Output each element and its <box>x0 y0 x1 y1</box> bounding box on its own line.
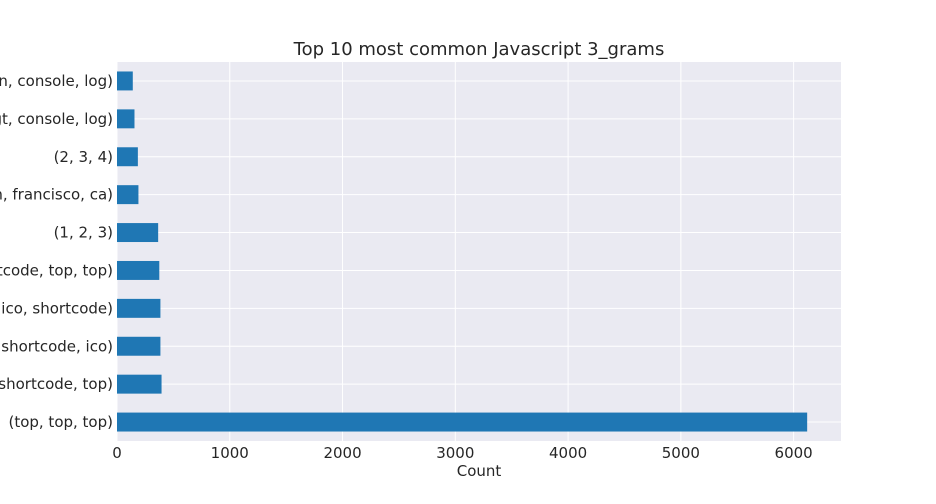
y-tick-label: (1, 2, 3) <box>54 224 113 242</box>
x-tick-label: 1000 <box>211 444 249 462</box>
bar <box>117 336 161 356</box>
y-tick-label: (2, 3, 4) <box>54 148 113 166</box>
y-tick-label: (shortcode, ico, shortcode) <box>0 299 113 317</box>
y-tick-label: (shortcode, top, top) <box>0 261 113 279</box>
bar <box>117 223 159 243</box>
bar <box>117 412 808 432</box>
x-tick-label: 2000 <box>323 444 361 462</box>
chart-title: Top 10 most common Javascript 3_grams <box>293 39 665 60</box>
y-tick-label: (gt, console, log) <box>0 110 113 128</box>
y-tick-labels: (top, top, top) (top, shortcode, top) (ico… <box>0 72 113 431</box>
y-tick-label: (function, console, log) <box>0 72 113 90</box>
plot-area <box>117 62 841 441</box>
bar <box>117 260 160 280</box>
x-axis-label: Count <box>457 462 502 480</box>
bars <box>117 71 808 432</box>
y-tick-label: (ico, shortcode, ico) <box>0 337 113 355</box>
x-tick-labels: 0 1000 2000 3000 4000 5000 6000 <box>112 444 813 462</box>
x-tick-label: 6000 <box>775 444 813 462</box>
bar <box>117 109 135 129</box>
bar <box>117 147 138 167</box>
x-tick-label: 0 <box>112 444 122 462</box>
x-tick-label: 4000 <box>549 444 587 462</box>
x-tick-label: 3000 <box>436 444 474 462</box>
bar <box>117 71 133 91</box>
bar <box>117 298 161 318</box>
x-tick-label: 5000 <box>662 444 700 462</box>
bar <box>117 185 139 205</box>
y-tick-label: (top, shortcode, top) <box>0 375 113 393</box>
bar <box>117 374 162 394</box>
y-tick-label: (top, top, top) <box>8 413 113 431</box>
y-tick-label: (san, francisco, ca) <box>0 186 113 204</box>
